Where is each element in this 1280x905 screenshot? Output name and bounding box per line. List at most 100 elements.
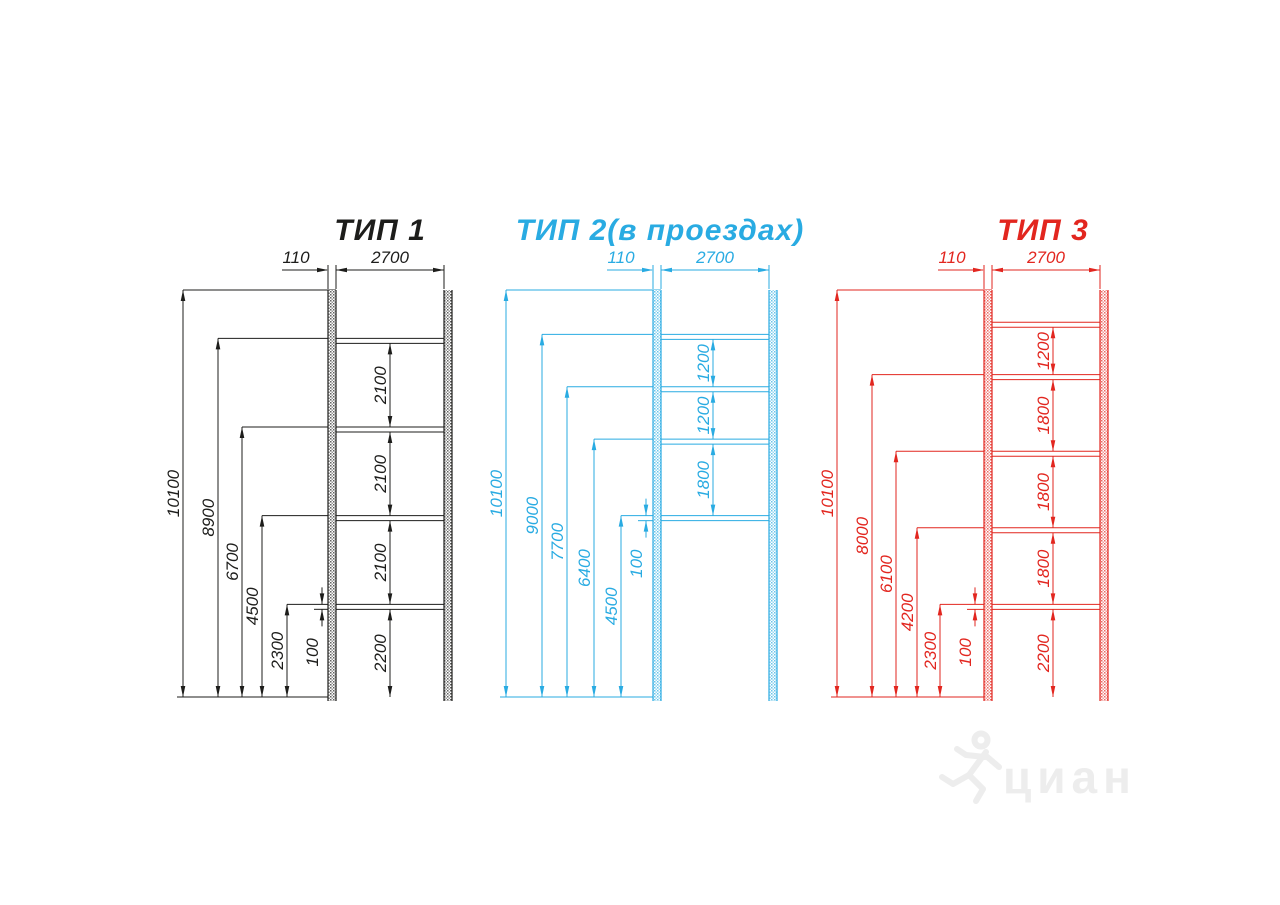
arrowhead: [259, 686, 265, 697]
dimension-label: 10100: [487, 469, 506, 517]
arrowhead: [319, 609, 325, 621]
dimension-label: 8000: [853, 516, 872, 554]
arrowhead: [503, 290, 509, 301]
watermark-text: циан: [1003, 751, 1137, 803]
arrowhead: [539, 686, 545, 697]
diagram-2-structure: 10100 9000 7700 6400 4500 1200 1200 1800 100: [487, 265, 778, 701]
diagram-1-post-width-dim: 110: [282, 248, 310, 267]
arrowhead: [1050, 593, 1056, 605]
arrowhead: [284, 604, 290, 616]
arrowhead: [1050, 456, 1056, 468]
dimension-label: 2100: [371, 454, 390, 493]
dimension-label: 1800: [1034, 549, 1053, 587]
arrowhead: [643, 504, 649, 516]
rack-post: [769, 290, 777, 701]
arrowhead: [1050, 440, 1056, 452]
dimension-label: 100: [303, 638, 322, 667]
diagram-3-post-width-dim: 110: [938, 248, 966, 267]
dimension-label: 10100: [818, 469, 837, 517]
diagram-1-title: ТИП 1: [334, 214, 426, 247]
dimension-label: 1800: [1034, 396, 1053, 434]
arrowhead: [1050, 609, 1056, 621]
diagram-2-post-width-dim: 110: [607, 248, 635, 267]
arrowhead: [661, 267, 672, 273]
arrowhead: [239, 686, 245, 697]
arrowhead: [1089, 267, 1100, 273]
watermark-logo: циан: [939, 730, 1137, 804]
arrowhead: [972, 593, 978, 605]
dimension-label: 1800: [1034, 473, 1053, 511]
dimension-label: 2200: [371, 634, 390, 673]
arrowhead: [1050, 363, 1056, 375]
runner-icon: [939, 730, 1002, 804]
arrowhead: [869, 686, 875, 697]
arrowhead: [503, 686, 509, 697]
arrowhead: [387, 686, 393, 697]
arrowhead: [1050, 379, 1056, 391]
arrowhead: [387, 504, 393, 516]
dimension-label: 6400: [575, 549, 594, 587]
arrowhead: [387, 432, 393, 444]
dimension-label: 4200: [898, 593, 917, 631]
arrowhead: [387, 593, 393, 605]
rack-post: [653, 290, 661, 701]
arrowhead: [710, 391, 716, 403]
arrowhead: [591, 686, 597, 697]
dimension-label: 1800: [694, 460, 713, 498]
arrowhead: [180, 290, 186, 301]
arrowhead: [834, 290, 840, 301]
arrowhead: [239, 427, 245, 439]
arrowhead: [1050, 686, 1056, 697]
drawing-layer: 1010089006700450023002100210021002200100…: [164, 265, 1109, 701]
arrowhead: [618, 686, 624, 697]
arrowhead: [710, 428, 716, 440]
arrowhead: [893, 686, 899, 697]
arrowhead: [893, 451, 899, 463]
arrowhead: [564, 686, 570, 697]
arrowhead: [710, 504, 716, 516]
dimension-label: 2300: [921, 631, 940, 670]
arrowhead: [937, 604, 943, 616]
arrowhead: [539, 334, 545, 346]
dimension-label: 1200: [1034, 331, 1053, 369]
arrowhead: [642, 267, 653, 273]
diagram-3-span-dim: 2700: [1026, 248, 1065, 267]
dimension-label: 10100: [164, 469, 183, 517]
arrowhead: [215, 686, 221, 697]
arrowhead: [710, 375, 716, 387]
arrowhead: [914, 686, 920, 697]
arrowhead: [433, 267, 444, 273]
rack-post: [984, 290, 992, 701]
dimension-label: 2100: [371, 366, 390, 405]
dimension-label: 100: [627, 549, 646, 578]
dimension-label: 4500: [602, 587, 621, 625]
dimension-label: 7700: [548, 522, 567, 560]
arrowhead: [317, 267, 328, 273]
arrowhead: [387, 343, 393, 355]
arrowhead: [284, 686, 290, 697]
arrowhead: [319, 593, 325, 605]
arrowhead: [259, 515, 265, 527]
labels-layer: ТИП 1 ТИП 2(в проездах) ТИП 3 110 2700 1…: [282, 214, 1089, 267]
arrowhead: [1050, 516, 1056, 528]
arrowhead: [758, 267, 769, 273]
arrowhead: [336, 267, 347, 273]
arrowhead: [914, 527, 920, 539]
dimension-label: 2200: [1034, 634, 1053, 673]
diagram-2-title: ТИП 2(в проездах): [516, 214, 804, 247]
dimension-label: 2100: [371, 543, 390, 582]
arrowhead: [972, 609, 978, 621]
diagram-3-title: ТИП 3: [997, 214, 1089, 247]
arrowhead: [973, 267, 984, 273]
dimension-label: 2300: [268, 631, 287, 670]
arrowhead: [710, 339, 716, 351]
dimension-label: 100: [956, 638, 975, 667]
arrowhead: [387, 609, 393, 621]
arrowhead: [710, 444, 716, 456]
arrowhead: [643, 520, 649, 532]
arrowhead: [1050, 532, 1056, 544]
dimension-label: 9000: [523, 496, 542, 534]
arrowhead: [387, 416, 393, 428]
